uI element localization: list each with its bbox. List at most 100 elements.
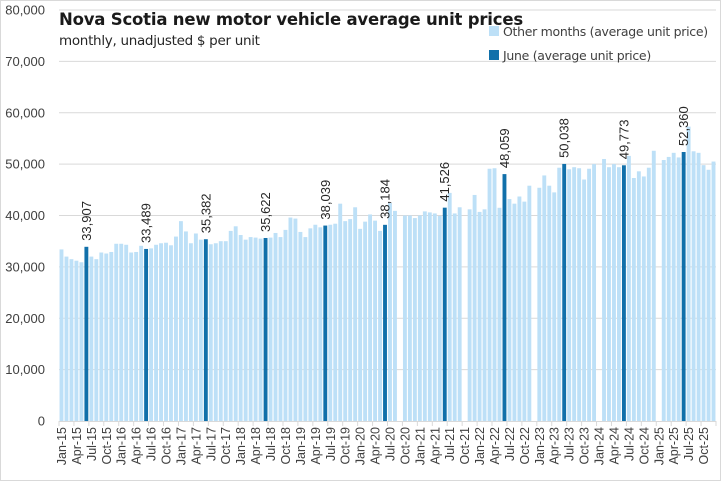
bar-other-month <box>542 175 547 421</box>
x-axis-tick-labels: Jan-15 Apr-15 Jul-15 Oct-15 Jan-16 Apr-16 Jul-… <box>55 427 711 465</box>
bar-other-month <box>183 231 188 421</box>
bar-other-month <box>198 239 203 421</box>
x-tick-label: Apr-17 <box>189 427 203 465</box>
x-tick-label: Apr-23 <box>548 427 562 465</box>
x-axis <box>58 421 717 426</box>
bar-other-month <box>328 224 333 421</box>
y-tick-label: 60,000 <box>5 105 45 120</box>
bar-other-month <box>646 167 651 421</box>
bar-other-month <box>124 244 129 421</box>
bar-other-month <box>427 212 432 421</box>
bar-other-month <box>288 217 293 421</box>
bar-other-month <box>527 185 532 421</box>
bar-other-month <box>119 243 124 421</box>
data-label-june: 38,039 <box>318 180 333 220</box>
x-tick-label: Apr-24 <box>607 427 621 465</box>
bar-other-month <box>278 237 283 421</box>
x-tick-label: Jul-17 <box>204 427 218 461</box>
chart-title: Nova Scotia new motor vehicle average un… <box>59 10 523 29</box>
bar-other-month <box>557 167 562 421</box>
bar-other-month <box>607 167 611 421</box>
y-tick-label: 40,000 <box>5 208 45 223</box>
x-tick-label: Jul-16 <box>145 427 159 461</box>
bar-other-month <box>253 237 258 421</box>
x-tick-label: Oct-15 <box>100 427 114 465</box>
x-tick-label: Oct-23 <box>578 427 592 465</box>
bar-other-month <box>492 168 497 421</box>
data-label-june: 38,184 <box>378 179 393 219</box>
bar-other-month <box>507 199 512 421</box>
x-tick-label: Jan-22 <box>473 427 487 465</box>
bar-other-month <box>218 241 223 421</box>
bar-other-month <box>482 209 487 421</box>
bar-other-month <box>447 192 452 421</box>
bar-other-month <box>407 215 412 421</box>
data-label-june: 41,526 <box>437 162 452 202</box>
bar-other-month <box>179 221 183 421</box>
legend-item-other-months: Other months (average unit price) <box>489 19 708 43</box>
bar-other-month <box>104 253 109 421</box>
bar-other-month <box>318 227 323 421</box>
x-tick-label: Oct-25 <box>697 427 711 465</box>
bar-other-month <box>243 239 248 421</box>
bar-other-month <box>512 203 517 421</box>
bar-other-month <box>213 243 218 421</box>
bar-other-month <box>149 248 154 421</box>
bar-other-month <box>134 251 139 421</box>
data-label-june: 35,382 <box>198 193 213 233</box>
bar-other-month <box>537 187 542 421</box>
y-tick-label: 20,000 <box>5 311 45 326</box>
bar-other-month <box>452 213 457 421</box>
bar-other-month <box>691 151 696 421</box>
x-tick-label: Apr-15 <box>70 427 84 465</box>
x-tick-label: Oct-20 <box>398 427 412 465</box>
bar-other-month <box>238 235 243 421</box>
bar-june <box>323 225 328 421</box>
bar-other-month <box>567 169 572 421</box>
bar-other-month <box>368 214 373 421</box>
bar-june <box>144 248 149 421</box>
bar-other-month <box>587 168 592 421</box>
bar-other-month <box>169 245 173 421</box>
x-tick-label: Apr-25 <box>667 427 681 465</box>
y-axis-tick-labels: 0 10,000 20,000 30,000 40,000 50,000 60,000 70,… <box>5 3 45 429</box>
x-tick-label: Oct-22 <box>518 427 532 465</box>
x-tick-label: Jul-15 <box>85 427 99 461</box>
bar-other-month <box>666 156 671 421</box>
x-tick-label: Oct-21 <box>458 427 472 465</box>
bar-june <box>263 237 268 421</box>
x-tick-label: Jan-20 <box>354 427 368 465</box>
data-labels: 33,907 33,489 35,382 35,622 38,039 38,184 41,5… <box>79 106 691 243</box>
y-tick-label: 80,000 <box>5 3 45 18</box>
bar-other-month <box>422 211 427 421</box>
bar-june <box>203 239 208 421</box>
bar-other-month <box>701 165 706 421</box>
bar-other-month <box>626 155 631 421</box>
x-tick-label: Jan-15 <box>55 427 69 465</box>
legend-swatch-june <box>489 50 499 60</box>
bar-other-month <box>208 244 213 421</box>
y-tick-label: 70,000 <box>5 54 45 69</box>
bar-other-month <box>308 228 313 421</box>
bar-other-month <box>283 229 288 421</box>
x-tick-label: Jul-20 <box>383 427 397 461</box>
bar-other-month <box>592 164 596 421</box>
bar-june <box>562 163 567 421</box>
legend-label-june: June (average unit price) <box>503 47 651 63</box>
x-tick-label: Apr-21 <box>428 427 442 465</box>
bar-other-month <box>64 256 69 421</box>
y-tick-label: 10,000 <box>5 362 45 377</box>
legend-swatch-other-months <box>489 26 499 36</box>
x-tick-label: Jan-19 <box>294 427 308 465</box>
bar-other-month <box>348 219 353 421</box>
x-tick-label: Apr-19 <box>309 427 323 465</box>
bar-june <box>383 224 387 421</box>
x-tick-label: Oct-17 <box>219 427 233 465</box>
bar-other-month <box>74 260 79 421</box>
bar-other-month <box>636 171 641 421</box>
bar-other-month <box>661 160 666 421</box>
data-label-june: 33,907 <box>79 201 94 241</box>
x-tick-label: Apr-18 <box>249 427 263 465</box>
bar-other-month <box>602 158 606 422</box>
data-label-june: 35,622 <box>258 192 273 232</box>
